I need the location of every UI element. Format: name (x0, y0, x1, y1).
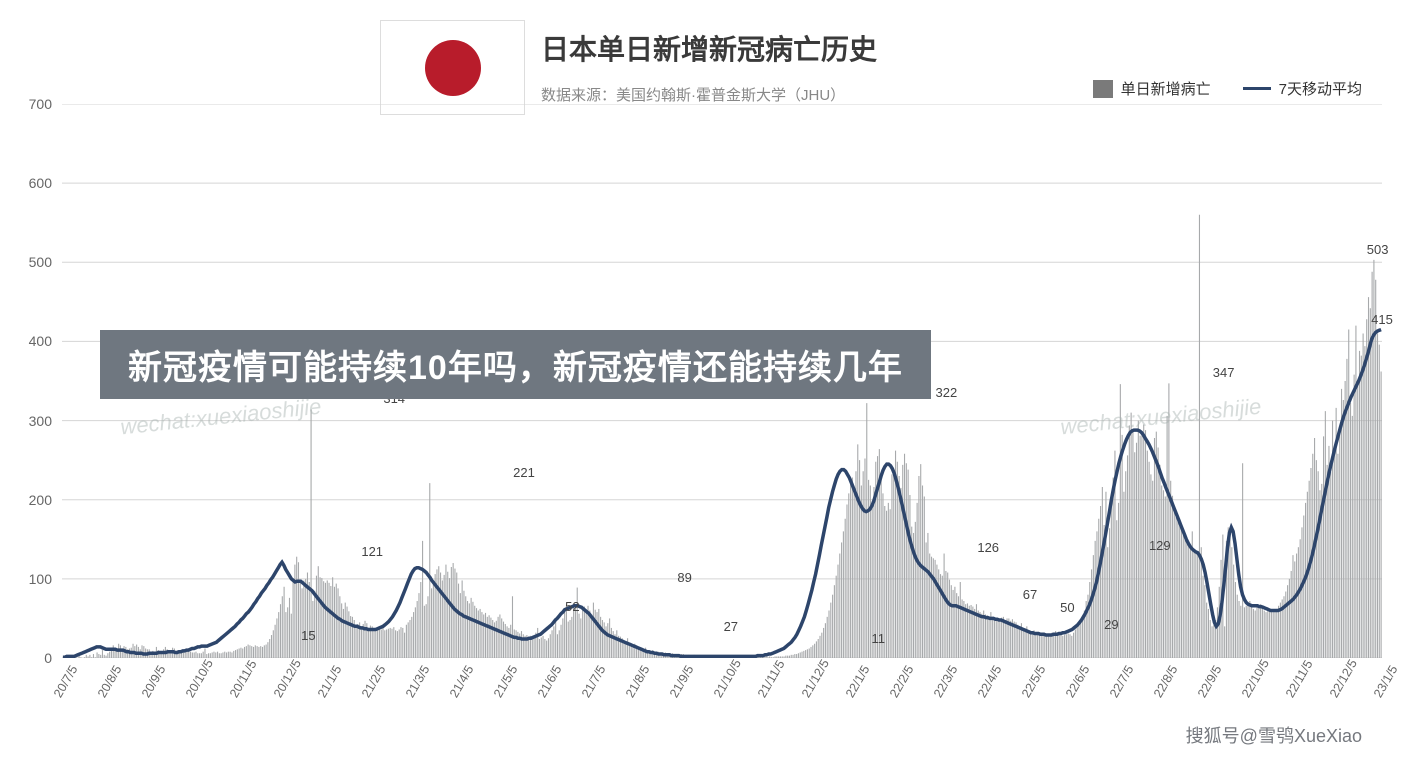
x-tick-label: 21/3/5 (403, 663, 433, 700)
x-tick-label: 20/12/5 (271, 657, 304, 700)
x-tick-label: 21/12/5 (799, 657, 832, 700)
x-tick-label: 20/11/5 (227, 658, 260, 700)
x-tick-label: 21/7/5 (579, 663, 609, 700)
annotation-label: 50 (1060, 600, 1074, 615)
annotation-label: 221 (513, 465, 535, 480)
x-tick-label: 21/6/5 (535, 663, 565, 700)
y-tick-label: 100 (29, 571, 52, 587)
legend: 单日新增病亡 7天移动平均 (1093, 78, 1362, 99)
y-tick-label: 400 (29, 333, 52, 349)
overlay-banner: 新冠疫情可能持续10年吗，新冠疫情还能持续几年 (100, 330, 931, 399)
annotation-label: 11 (871, 631, 885, 646)
y-tick-label: 200 (29, 492, 52, 508)
x-tick-label: 21/10/5 (711, 657, 744, 700)
x-tick-label: 22/10/5 (1239, 657, 1272, 700)
x-tick-label: 21/8/5 (623, 663, 653, 700)
annotation-label: 89 (677, 570, 691, 585)
annotation-label: 27 (724, 619, 738, 634)
annotation-label: 52 (565, 599, 579, 614)
x-tick-label: 22/9/5 (1195, 663, 1225, 700)
annotation-label: 129 (1149, 538, 1171, 553)
title-block: 日本单日新增新冠病亡历史 数据来源：美国约翰斯·霍普金斯大学（JHU） (541, 20, 877, 105)
y-tick-label: 600 (29, 175, 52, 191)
x-tick-label: 21/1/5 (315, 663, 345, 700)
chart-subtitle: 数据来源：美国约翰斯·霍普金斯大学（JHU） (541, 84, 877, 105)
annotation-label: 503 (1367, 242, 1389, 257)
y-tick-label: 500 (29, 254, 52, 270)
y-tick-label: 700 (29, 96, 52, 112)
x-tick-label: 22/11/5 (1283, 658, 1316, 700)
credit-text: 搜狐号@雪鸮XueXiao (1186, 722, 1362, 748)
x-tick-label: 22/4/5 (975, 663, 1005, 700)
legend-bar-swatch (1093, 80, 1113, 98)
x-tick-label: 21/11/5 (755, 658, 788, 700)
x-tick-label: 21/4/5 (447, 663, 477, 700)
annotation-label: 15 (301, 628, 315, 643)
x-tick-label: 21/2/5 (359, 663, 389, 700)
x-tick-label: 20/10/5 (183, 657, 216, 700)
annotation-label: 322 (936, 385, 958, 400)
x-tick-label: 20/9/5 (139, 663, 169, 700)
x-tick-label: 22/1/5 (843, 663, 873, 700)
legend-line-label: 7天移动平均 (1279, 78, 1362, 99)
x-tick-label: 23/1/5 (1371, 663, 1401, 700)
y-tick-label: 0 (44, 650, 52, 666)
x-tick-label: 22/2/5 (887, 663, 917, 700)
chart-title: 日本单日新增新冠病亡历史 (541, 28, 877, 68)
annotation-label: 67 (1023, 587, 1037, 602)
legend-item-line: 7天移动平均 (1243, 78, 1362, 99)
annotation-label: 121 (361, 544, 383, 559)
annotation-label: 347 (1213, 365, 1235, 380)
annotation-label: 126 (977, 540, 999, 555)
x-tick-label: 22/3/5 (931, 663, 961, 700)
flag-circle (425, 40, 481, 96)
x-tick-label: 22/12/5 (1327, 657, 1360, 700)
x-tick-label: 22/7/5 (1107, 663, 1137, 700)
x-tick-label: 22/6/5 (1063, 663, 1093, 700)
x-tick-label: 21/5/5 (491, 663, 521, 700)
legend-line-swatch (1243, 87, 1271, 90)
annotation-label: 29 (1104, 617, 1118, 632)
legend-bar-label: 单日新增病亡 (1121, 78, 1211, 99)
x-tick-label: 20/8/5 (95, 663, 125, 700)
x-tick-label: 22/5/5 (1019, 663, 1049, 700)
annotation-label: 415 (1371, 312, 1393, 327)
x-tick-label: 22/8/5 (1151, 663, 1181, 700)
legend-item-bar: 单日新增病亡 (1093, 78, 1211, 99)
x-tick-label: 21/9/5 (667, 663, 697, 700)
header: 日本单日新增新冠病亡历史 数据来源：美国约翰斯·霍普金斯大学（JHU） (380, 20, 877, 115)
y-axis-labels: 0100200300400500600700 (22, 104, 56, 734)
flag-japan (380, 20, 525, 115)
y-tick-label: 300 (29, 413, 52, 429)
